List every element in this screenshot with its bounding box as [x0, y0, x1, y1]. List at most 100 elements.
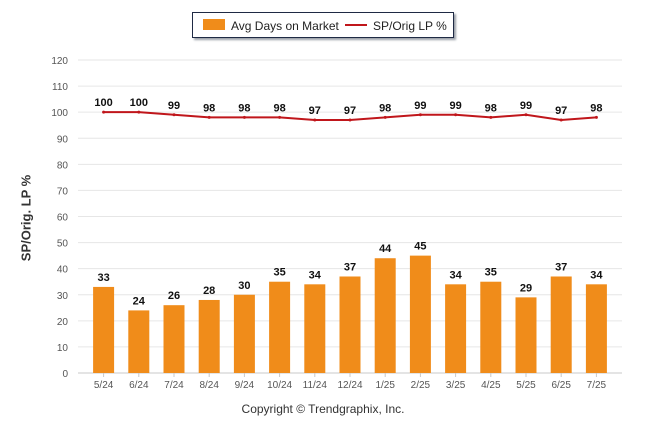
bar	[233, 294, 255, 373]
y-tick-label: 120	[51, 56, 68, 67]
bar	[128, 310, 150, 373]
bar	[480, 281, 502, 373]
line-point	[278, 115, 282, 119]
bar	[304, 284, 326, 373]
y-tick-label: 40	[57, 265, 69, 276]
bar-value-label: 24	[133, 295, 146, 307]
line-value-label: 98	[203, 102, 215, 114]
line-value-label: 100	[94, 97, 112, 109]
line-value-label: 98	[273, 102, 285, 114]
line-value-label: 98	[379, 102, 391, 114]
y-tick-label: 10	[57, 343, 69, 354]
line-value-label: 97	[309, 105, 321, 117]
x-tick-label: 12/24	[337, 380, 362, 391]
bar	[339, 276, 361, 373]
bar-value-label: 45	[414, 241, 426, 253]
line-data-labels: 100 100 99 98 98 98 97 97 98 99 99 98 99 97 98	[94, 97, 602, 117]
bar	[163, 305, 185, 373]
x-tick-label: 7/25	[587, 380, 607, 391]
copyright-footer: Copyright © Trendgraphix, Inc.	[241, 402, 405, 416]
y-tick-label: 30	[57, 291, 69, 302]
bar	[445, 284, 467, 373]
y-axis-label: SP/Orig. LP %	[18, 174, 34, 262]
bar-series	[93, 255, 607, 373]
line-value-label: 98	[238, 102, 250, 114]
y-tick-label: 90	[57, 134, 69, 145]
bar-value-label: 26	[168, 290, 180, 302]
line-value-label: 98	[590, 102, 602, 114]
x-tick-label: 5/24	[94, 380, 114, 391]
x-tick-label: 11/24	[303, 380, 328, 391]
line-point	[418, 113, 422, 117]
bar	[374, 258, 396, 373]
bar-value-label: 34	[449, 269, 462, 281]
line-point	[594, 115, 598, 119]
x-tick-label: 8/24	[199, 380, 219, 391]
line-value-label: 100	[130, 97, 148, 109]
bar	[550, 276, 572, 373]
y-tick-label: 80	[57, 160, 69, 171]
legend-bar-swatch	[203, 19, 225, 30]
y-tick-label: 110	[52, 82, 68, 93]
bar-value-label: 29	[520, 282, 532, 294]
line-point	[102, 110, 106, 114]
line-point	[242, 115, 246, 119]
bar	[585, 284, 607, 373]
x-tick-label: 7/24	[164, 380, 184, 391]
bar	[269, 281, 291, 373]
line-point	[489, 115, 493, 119]
y-tick-label: 50	[57, 239, 69, 250]
line-value-label: 98	[485, 102, 497, 114]
bar	[198, 299, 220, 373]
bar-data-labels: 33 24 26 28 30 35 34 37 44 45 34 35 29 37 34	[97, 241, 603, 308]
bar	[409, 255, 431, 373]
line-point	[454, 113, 458, 117]
bar	[93, 286, 115, 373]
x-tick-label: 3/25	[446, 380, 466, 391]
line-point	[207, 115, 211, 119]
bar-value-label: 30	[238, 280, 250, 292]
x-tick-label: 1/25	[375, 380, 395, 391]
legend-bar-label: Avg Days on Market	[231, 19, 339, 33]
x-tick-label: 4/25	[481, 380, 501, 391]
line-point	[383, 115, 387, 119]
x-tick-label: 6/24	[129, 380, 149, 391]
y-tick-label: 70	[57, 186, 69, 197]
y-tick-label: 100	[51, 108, 68, 119]
bar-value-label: 34	[309, 269, 322, 281]
y-tick-label: 0	[62, 369, 68, 380]
x-tick-label: 5/25	[516, 380, 536, 391]
y-axis-ticks: 0 10 20 30 40 50 60 70 80 90 100 110 120	[51, 56, 68, 380]
line-point	[172, 113, 176, 117]
line-point	[313, 118, 317, 122]
legend-line-swatch	[345, 24, 367, 26]
line-value-label: 99	[449, 100, 461, 112]
bar-value-label: 37	[344, 261, 356, 273]
line-point	[559, 118, 563, 122]
x-tick-label: 6/25	[551, 380, 571, 391]
bar	[515, 297, 537, 373]
line-value-label: 97	[555, 105, 567, 117]
x-axis-ticks: 5/24 6/24 7/24 8/24 9/24 10/24 11/24 12/24 1/25 2…	[94, 373, 607, 391]
x-tick-label: 9/24	[235, 380, 255, 391]
legend-line-label: SP/Orig LP %	[373, 19, 447, 33]
x-tick-label: 10/24	[267, 380, 292, 391]
line-point	[524, 113, 528, 117]
line-point	[348, 118, 352, 122]
y-tick-label: 60	[57, 213, 69, 224]
bar-value-label: 44	[379, 243, 392, 255]
line-value-label: 97	[344, 105, 356, 117]
bar-value-label: 35	[273, 267, 285, 279]
bar-value-label: 37	[555, 261, 567, 273]
line-value-label: 99	[414, 100, 426, 112]
bar-value-label: 33	[97, 272, 109, 284]
x-tick-label: 2/25	[411, 380, 431, 391]
bar-value-label: 35	[485, 267, 497, 279]
line-series	[102, 110, 598, 122]
bar-value-label: 34	[590, 269, 603, 281]
line-value-label: 99	[520, 100, 532, 112]
legend: Avg Days on Market SP/Orig LP %	[192, 12, 454, 38]
line-point	[137, 110, 141, 114]
line-value-label: 99	[168, 100, 180, 112]
